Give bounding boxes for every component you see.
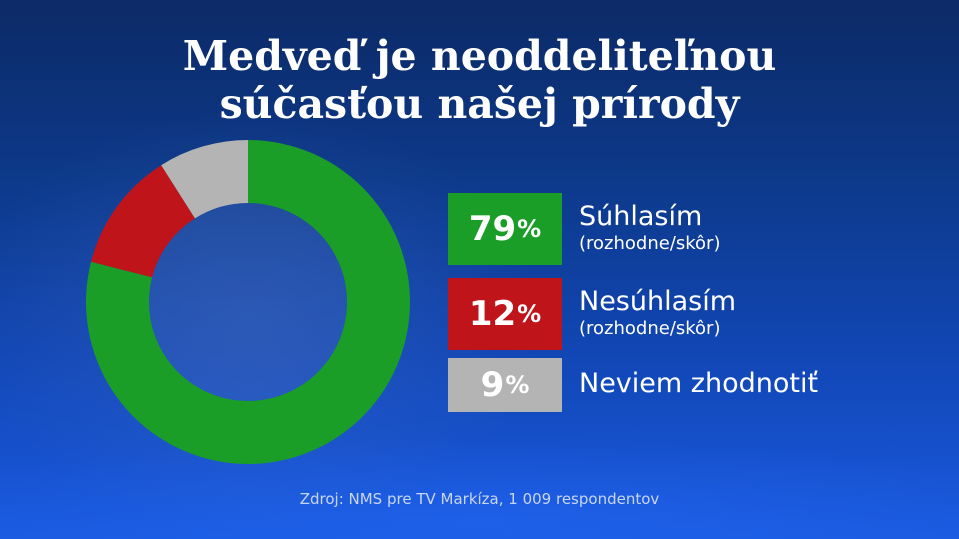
- legend-value-nesuhlasim: 12: [468, 294, 517, 334]
- legend-unit-suhlasim: %: [517, 215, 542, 243]
- legend-sublabel-nesuhlasim: (rozhodne/skôr): [579, 318, 721, 339]
- legend-swatch-suhlasim: 79%: [448, 193, 562, 265]
- legend-swatch-nesuhlasim: 12%: [448, 278, 562, 350]
- legend-label-neviem: Neviem zhodnotiť: [579, 368, 819, 399]
- source-note: Zdroj: NMS pre TV Markíza, 1 009 respond…: [299, 490, 660, 508]
- legend-item-neviem: 9% Neviem zhodnotiť: [448, 358, 928, 412]
- chart-title-line-1: Medveď je neoddeliteľnou: [182, 32, 777, 80]
- legend-label-suhlasim: Súhlasím: [579, 201, 703, 232]
- legend-value-neviem: 9: [480, 365, 505, 405]
- donut-chart: [86, 140, 410, 464]
- legend-item-nesuhlasim: 12% Nesúhlasím (rozhodne/skôr): [448, 278, 928, 350]
- legend-unit-neviem: %: [505, 371, 530, 399]
- legend-value-suhlasim: 79: [468, 209, 517, 249]
- chart-title: Medveď je neoddeliteľnou súčasťou našej …: [0, 32, 959, 128]
- donut-center: [149, 203, 347, 401]
- donut-slice-suhlasim: [86, 140, 410, 464]
- legend-sublabel-suhlasim: (rozhodne/skôr): [579, 233, 721, 254]
- legend-label-nesuhlasim: Nesúhlasím: [579, 286, 737, 317]
- legend-swatch-neviem: 9%: [448, 358, 562, 412]
- donut-slice-nesuhlasim: [91, 165, 195, 278]
- legend-unit-nesuhlasim: %: [517, 300, 542, 328]
- donut-slice-neviem: [161, 140, 248, 219]
- chart-title-line-2: súčasťou našej prírody: [219, 80, 740, 128]
- legend-item-suhlasim: 79% Súhlasím (rozhodne/skôr): [448, 193, 928, 265]
